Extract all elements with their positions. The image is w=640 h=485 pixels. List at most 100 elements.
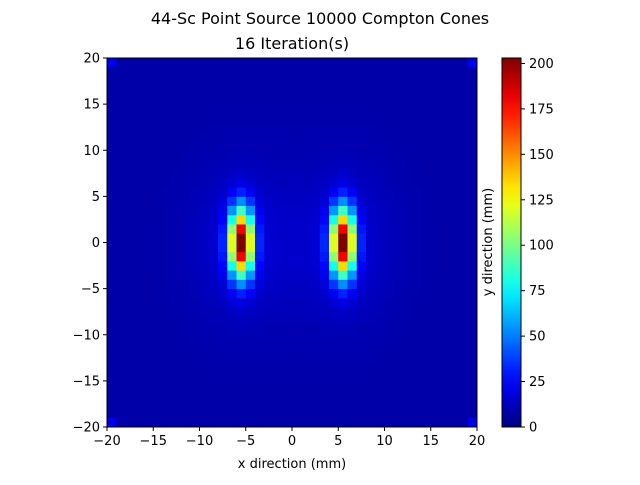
heatmap-cell [347,325,358,336]
heatmap-cell [366,94,376,105]
heatmap-cell [412,325,422,336]
heatmap-cell [356,76,367,87]
heatmap-cell [125,408,136,419]
heatmap-cell [467,76,478,87]
heatmap-cell [162,177,173,188]
heatmap-cell [236,307,247,317]
heatmap-cell [116,196,126,206]
heatmap-cell [301,353,311,363]
heatmap-cell [301,297,311,308]
heatmap-cell [116,168,126,179]
heatmap-cell [301,279,311,290]
heatmap-cell [171,76,182,87]
heatmap-cell [329,343,339,354]
heatmap-cell [282,380,293,391]
heatmap-cell [440,141,450,151]
heatmap-cell [329,380,339,391]
heatmap-cell [338,297,348,308]
heatmap-cell [310,343,321,354]
heatmap-cell [116,85,126,96]
heatmap-cell [458,187,469,197]
heatmap-cell [356,187,367,197]
heatmap-cell [393,94,404,105]
heatmap-cell [171,177,182,188]
heatmap-cell [329,288,339,299]
heatmap-cell [356,104,367,114]
heatmap-cell [430,251,441,262]
heatmap-cell [329,417,339,428]
heatmap-cell [440,150,450,160]
heatmap-cell [181,141,191,151]
heatmap-cell [421,270,432,280]
heatmap-cell [319,122,330,133]
heatmap-cell [273,270,284,280]
heatmap-cell [107,307,117,317]
heatmap-cell [393,408,404,419]
heatmap-cell [384,343,395,354]
heatmap-cell [292,113,302,123]
heatmap-cell [171,104,182,114]
heatmap-cell [227,334,237,345]
heatmap-cell [255,159,265,170]
heatmap-cell [282,214,293,225]
heatmap-cell [319,343,330,354]
heatmap-cell [125,168,136,179]
heatmap-cell [412,150,422,160]
heatmap-cell [190,279,200,290]
heatmap-cell [403,316,413,326]
heatmap-cell [181,85,191,96]
heatmap-cell [440,159,450,170]
heatmap-cell [181,417,191,428]
heatmap-cell [449,150,459,160]
heatmap-cell [264,159,274,170]
heatmap-cell [421,159,432,170]
heatmap-cell [199,141,210,151]
heatmap-cell [162,196,173,206]
heatmap-cell [116,316,126,326]
heatmap-cell [467,270,478,280]
heatmap-cell [458,168,469,179]
heatmap-cell [181,214,191,225]
heatmap-cell [319,279,330,290]
heatmap-cell [356,343,367,354]
heatmap-cell [403,279,413,290]
heatmap-cell [264,58,274,68]
heatmap-cell [384,58,395,68]
heatmap-cell [116,371,126,382]
heatmap-cell [162,408,173,419]
heatmap-cell [255,205,265,216]
heatmap-cell [116,141,126,151]
heatmap-cell [282,417,293,428]
heatmap-cell [208,371,219,382]
heatmap-cell [125,417,136,428]
heatmap-cell [227,251,237,262]
heatmap-cell [366,233,376,243]
heatmap-cell [421,177,432,188]
heatmap-cell [199,104,210,114]
heatmap-cell [282,353,293,363]
heatmap-cell [218,168,228,179]
heatmap-cell [282,104,293,114]
heatmap-cell [245,76,256,87]
heatmap-cell [393,279,404,290]
heatmap-cell [199,260,210,271]
heatmap-cell [273,214,284,225]
heatmap-cell [421,67,432,77]
heatmap-cell [134,380,145,391]
heatmap-cell [292,141,302,151]
heatmap-cell [125,362,136,373]
heatmap-cell [134,214,145,225]
heatmap-cell [153,417,163,428]
heatmap-cell [264,141,274,151]
heatmap-cell [356,168,367,179]
heatmap-cell [449,94,459,105]
heatmap-cell [171,242,182,253]
heatmap-cell [375,85,385,96]
heatmap-cell [375,279,385,290]
heatmap-cell [273,334,284,345]
heatmap-cell [467,58,478,68]
heatmap-cell [282,279,293,290]
heatmap-cell [449,233,459,243]
heatmap-cell [282,168,293,179]
heatmap-cell [190,325,200,336]
